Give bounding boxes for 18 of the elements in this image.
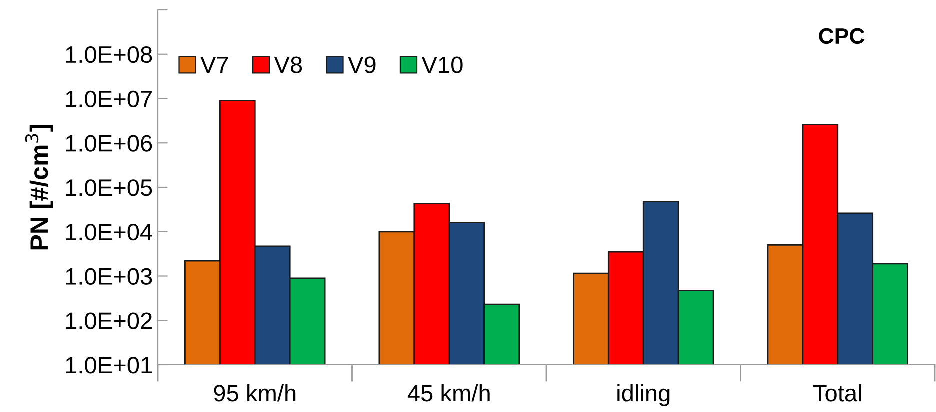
- x-tick-label: 45 km/h: [408, 384, 490, 402]
- x-tick-label: Total: [813, 384, 862, 402]
- annotation: CPC: [819, 28, 865, 44]
- y-tick-label: 1.0E+07: [66, 90, 152, 108]
- y-tick-label: 1.0E+08: [66, 46, 152, 64]
- legend-label: V7: [200, 56, 228, 74]
- y-tick-label: 1.0E+01: [66, 357, 152, 374]
- y-tick-label: 1.0E+06: [66, 135, 152, 152]
- x-tick-label: idling: [618, 384, 670, 406]
- legend-label: V10: [422, 56, 463, 74]
- y-tick-label: 1.0E+05: [66, 180, 152, 196]
- legend-label: V8: [274, 56, 302, 74]
- legend-label: V9: [348, 56, 376, 74]
- y-tick-label: 1.0E+03: [66, 268, 152, 286]
- y-tick-label: 1.0E+02: [66, 312, 152, 330]
- y-axis-title: PN [#/cm$^{3}$]: [25, 125, 54, 250]
- y-tick-label: 1.0E+04: [66, 224, 152, 241]
- x-tick-label: 95 km/h: [214, 384, 296, 402]
